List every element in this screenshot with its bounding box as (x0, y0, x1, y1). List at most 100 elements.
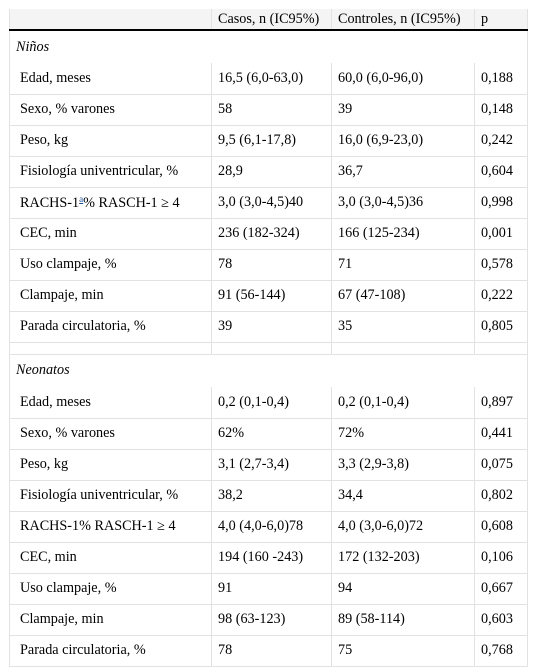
table-row: Edad, meses 0,2 (0,1-0,4) 0,2 (0,1-0,4) … (9, 387, 528, 419)
cell-casos: 78 (211, 249, 332, 281)
cell-p: 0,608 (474, 511, 528, 543)
table-row: CEC, min 236 (182-324) 166 (125-234) 0,0… (9, 218, 528, 250)
cell-p: 0,998 (474, 187, 528, 219)
cell-casos: 3,0 (3,0-4,5)40 (211, 187, 332, 219)
table-row: Fisiología univentricular, % 38,2 34,4 0… (9, 480, 528, 512)
table-row: RACHS-1a% RASCH-1 ≥ 4 3,0 (3,0-4,5)40 3,… (9, 187, 528, 219)
cell-controles: 172 (132-203) (331, 542, 475, 574)
cell-casos: 3,1 (2,7-3,4) (211, 449, 332, 481)
group-title: Neonatos (9, 354, 528, 387)
cell-p: 0,001 (474, 218, 528, 250)
cell-controles: 166 (125-234) (331, 218, 475, 250)
cell-controles: 34,4 (331, 480, 475, 512)
group-spacer (9, 342, 528, 355)
cell-controles: 60,0 (6,0-96,0) (331, 63, 475, 95)
header-p: p (474, 9, 528, 31)
row-label: CEC, min (9, 542, 212, 574)
cell-casos: 38,2 (211, 480, 332, 512)
cell-p: 0,604 (474, 156, 528, 188)
cell-controles: 67 (47-108) (331, 280, 475, 312)
cell-controles: 3,0 (3,0-4,5)36 (331, 187, 475, 219)
cell-p: 0,802 (474, 480, 528, 512)
cell-p: 0,441 (474, 418, 528, 450)
row-label: Uso clampaje, % (9, 249, 212, 281)
data-table-container: Casos, n (IC95%) Controles, n (IC95%) p … (9, 9, 528, 667)
row-label: Fisiología univentricular, % (9, 480, 212, 512)
table-row: RACHS-1% RASCH-1 ≥ 4 4,0 (4,0-6,0)78 4,0… (9, 511, 528, 543)
cell-casos: 0,2 (0,1-0,4) (211, 387, 332, 419)
table-row: Peso, kg 3,1 (2,7-3,4) 3,3 (2,9-3,8) 0,0… (9, 449, 528, 481)
table-row: Parada circulatoria, % 39 35 0,805 (9, 311, 528, 343)
table-row: Edad, meses 16,5 (6,0-63,0) 60,0 (6,0-96… (9, 63, 528, 95)
row-label: Uso clampaje, % (9, 573, 212, 605)
cell-casos: 98 (63-123) (211, 604, 332, 636)
row-label: Parada circulatoria, % (9, 635, 212, 667)
cell-casos: 16,5 (6,0-63,0) (211, 63, 332, 95)
row-label: Sexo, % varones (9, 418, 212, 450)
row-label: RACHS-1% RASCH-1 ≥ 4 (9, 511, 212, 543)
cell-controles: 36,7 (331, 156, 475, 188)
cell-controles: 72% (331, 418, 475, 450)
cell-p: 0,188 (474, 63, 528, 95)
cell-casos: 9,5 (6,1-17,8) (211, 125, 332, 157)
table-row: Sexo, % varones 58 39 0,148 (9, 94, 528, 126)
row-label: Peso, kg (9, 449, 212, 481)
cell-p: 0,075 (474, 449, 528, 481)
cell-p: 0,667 (474, 573, 528, 605)
cell-controles: 75 (331, 635, 475, 667)
header-blank (9, 9, 212, 31)
table-row: CEC, min 194 (160 -243) 172 (132-203) 0,… (9, 542, 528, 574)
header-casos: Casos, n (IC95%) (211, 9, 332, 31)
cell-p: 0,578 (474, 249, 528, 281)
cell-casos: 58 (211, 94, 332, 126)
cell-p: 0,805 (474, 311, 528, 343)
cell-controles: 39 (331, 94, 475, 126)
row-label-tail: % RASCH-1 ≥ 4 (83, 194, 180, 211)
cell-p: 0,222 (474, 280, 528, 312)
cell-controles: 94 (331, 573, 475, 605)
footnote-link[interactable]: a (79, 193, 84, 204)
header-controles: Controles, n (IC95%) (331, 9, 475, 31)
table-row: Uso clampaje, % 78 71 0,578 (9, 249, 528, 281)
cell-casos: 4,0 (4,0-6,0)78 (211, 511, 332, 543)
group-row-ninos: Niños (9, 30, 528, 63)
cell-controles: 0,2 (0,1-0,4) (331, 387, 475, 419)
cell-casos: 91 (211, 573, 332, 605)
cell-casos: 194 (160 -243) (211, 542, 332, 574)
cell-controles: 89 (58-114) (331, 604, 475, 636)
row-label: RACHS-1a% RASCH-1 ≥ 4 (9, 187, 212, 219)
cell-casos: 28,9 (211, 156, 332, 188)
table-row: Peso, kg 9,5 (6,1-17,8) 16,0 (6,9-23,0) … (9, 125, 528, 157)
row-label: Peso, kg (9, 125, 212, 157)
cell-casos: 236 (182-324) (211, 218, 332, 250)
row-label: Fisiología univentricular, % (9, 156, 212, 188)
row-label: Edad, meses (9, 63, 212, 95)
row-label-text: RACHS-1 (20, 194, 80, 211)
cell-p: 0,106 (474, 542, 528, 574)
cell-p: 0,897 (474, 387, 528, 419)
cell-controles: 16,0 (6,9-23,0) (331, 125, 475, 157)
cell-p: 0,768 (474, 635, 528, 667)
cell-controles: 71 (331, 249, 475, 281)
table-row: Fisiología univentricular, % 28,9 36,7 0… (9, 156, 528, 188)
table-row: Clampaje, min 91 (56-144) 67 (47-108) 0,… (9, 280, 528, 312)
row-label: Clampaje, min (9, 604, 212, 636)
row-label: Parada circulatoria, % (9, 311, 212, 343)
cell-controles: 35 (331, 311, 475, 343)
row-label: Sexo, % varones (9, 94, 212, 126)
cell-p: 0,603 (474, 604, 528, 636)
group-row-neonatos: Neonatos (9, 354, 528, 387)
comparison-table: Casos, n (IC95%) Controles, n (IC95%) p … (9, 9, 528, 667)
cell-controles: 3,3 (2,9-3,8) (331, 449, 475, 481)
cell-casos: 78 (211, 635, 332, 667)
table-row: Parada circulatoria, % 78 75 0,768 (9, 635, 528, 667)
cell-casos: 91 (56-144) (211, 280, 332, 312)
row-label: Edad, meses (9, 387, 212, 419)
table-header-row: Casos, n (IC95%) Controles, n (IC95%) p (9, 9, 528, 31)
cell-controles: 4,0 (3,0-6,0)72 (331, 511, 475, 543)
cell-p: 0,242 (474, 125, 528, 157)
table-row: Uso clampaje, % 91 94 0,667 (9, 573, 528, 605)
table-row: Sexo, % varones 62% 72% 0,441 (9, 418, 528, 450)
row-label: Clampaje, min (9, 280, 212, 312)
table-row: Clampaje, min 98 (63-123) 89 (58-114) 0,… (9, 604, 528, 636)
